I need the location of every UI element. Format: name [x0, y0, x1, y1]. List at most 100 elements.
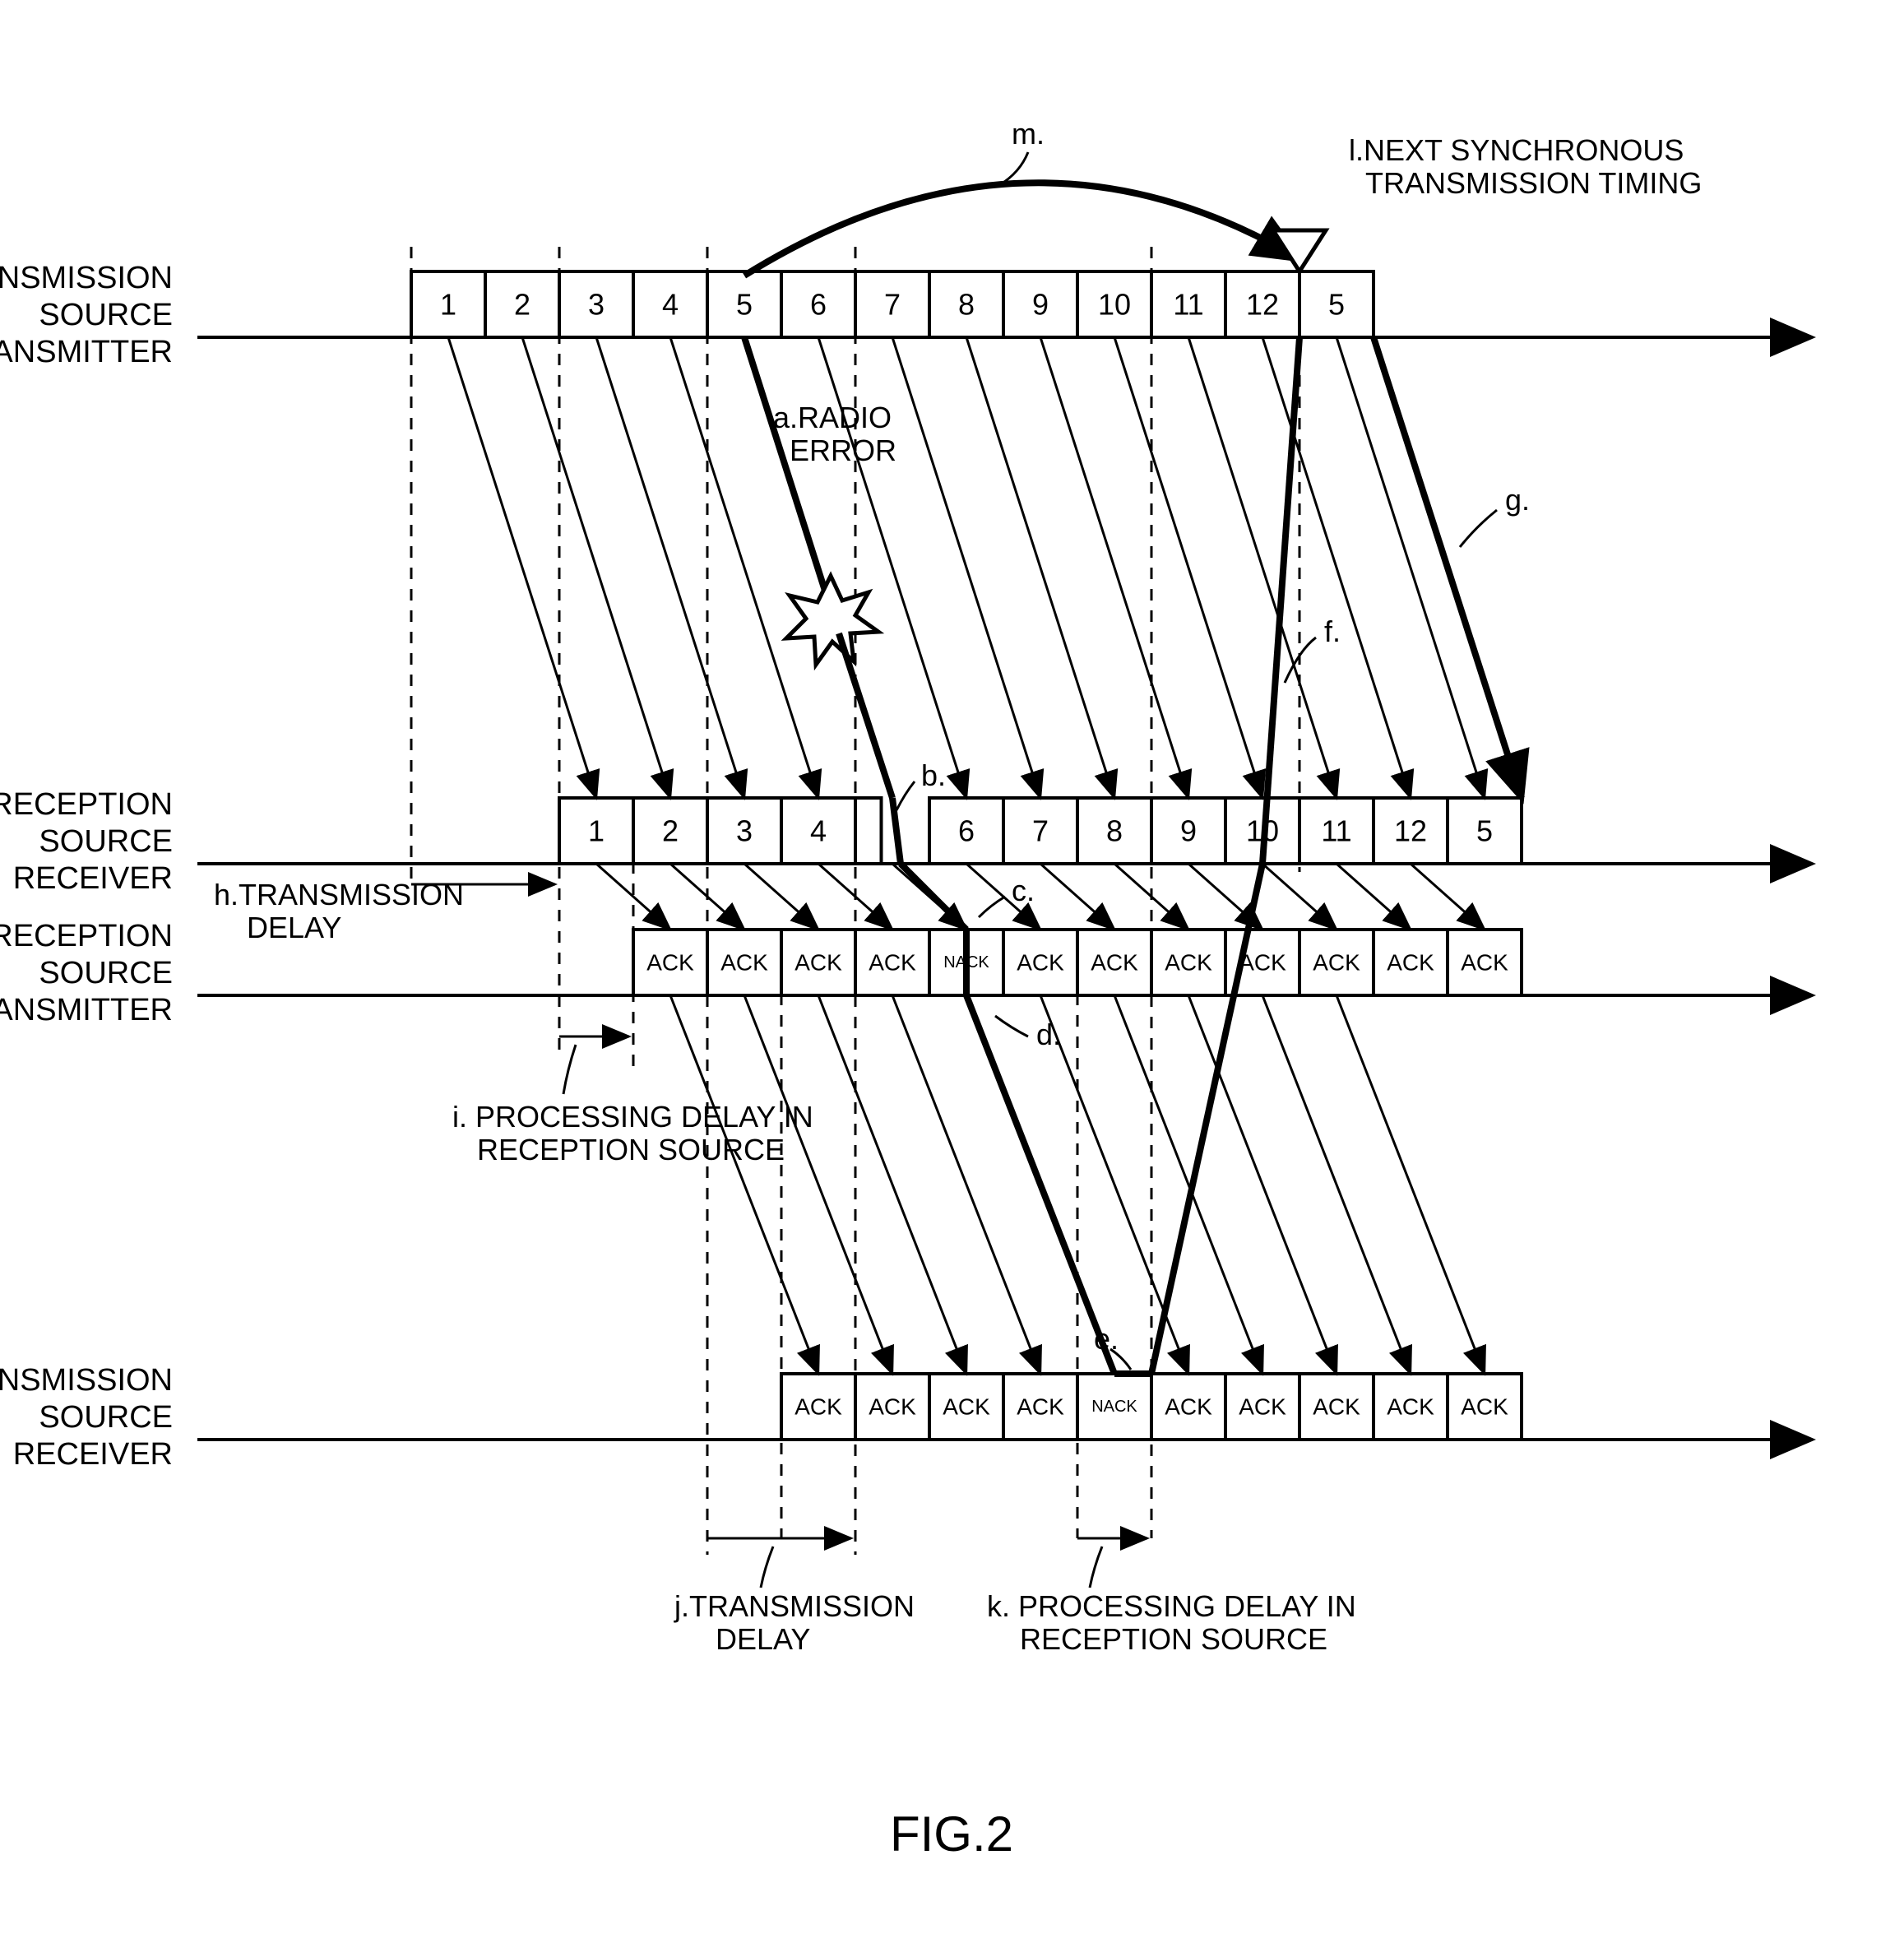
flow-arrow: [522, 337, 670, 798]
cell-text: ACK: [1165, 1394, 1212, 1420]
cell-text: 3: [588, 288, 605, 322]
cell-text: ACK: [794, 1394, 842, 1420]
cell-text: 7: [1032, 814, 1049, 848]
label-m: m.: [1012, 117, 1045, 151]
cell-text: ACK: [1165, 950, 1212, 976]
row2-label-1: RECEPTION: [0, 787, 173, 822]
cell-empty: [855, 798, 882, 864]
label-a-1: a.RADIO: [773, 401, 892, 434]
row4-label-3: RECEIVER: [13, 1437, 173, 1472]
flow-arrow: [744, 864, 818, 930]
cell-text: 8: [1106, 814, 1123, 848]
figure-page: TRANSMISSION SOURCE TRANSMITTER 12345678…: [0, 0, 1904, 1943]
label-h-2: DELAY: [247, 911, 341, 944]
row1-label-3: TRANSMITTER: [0, 335, 173, 369]
label-h-1: h.TRANSMISSION: [214, 878, 464, 911]
cell-text: 4: [810, 814, 827, 848]
flow-arrow: [1337, 337, 1485, 798]
cell-text: ACK: [794, 950, 842, 976]
row1-label-1: TRANSMISSION: [0, 261, 173, 295]
label-j-1: j.TRANSMISSION: [674, 1589, 915, 1623]
flow-arrow: [892, 337, 1040, 798]
cell-text: ACK: [943, 1394, 990, 1420]
flow-arrow: [1188, 337, 1337, 798]
flow-arrow: [1188, 995, 1337, 1374]
cell-text: 2: [514, 288, 530, 322]
cell-text: 5: [736, 288, 753, 322]
cell-text: ACK: [869, 950, 916, 976]
label-i-2: RECEPTION SOURCE: [477, 1133, 785, 1166]
flow-arrow: [1262, 995, 1411, 1374]
flow-arrow: [1262, 864, 1337, 930]
label-b: b.: [921, 758, 946, 792]
flow-arrow: [1114, 337, 1262, 798]
cell-text: 2: [662, 814, 679, 848]
cell-text: ACK: [869, 1394, 916, 1420]
cell-text: ACK: [1313, 950, 1360, 976]
row3-label-2: SOURCE: [39, 956, 173, 990]
cell-text: ACK: [1017, 950, 1064, 976]
row4-label-2: SOURCE: [39, 1400, 173, 1435]
cell-text: 8: [958, 288, 975, 322]
cell-text: 1: [440, 288, 456, 322]
row1-label-2: SOURCE: [39, 298, 173, 332]
label-f: f.: [1324, 614, 1341, 648]
diagram-svg: TRANSMISSION SOURCE TRANSMITTER 12345678…: [0, 0, 1904, 1943]
label-k-1: k. PROCESSING DELAY IN: [987, 1589, 1356, 1623]
flow-arrow: [448, 337, 596, 798]
cell-text: 6: [958, 814, 975, 848]
cell-text: ACK: [1239, 1394, 1286, 1420]
label-l-2: TRANSMISSION TIMING: [1365, 166, 1702, 200]
row3-label-1: RECEPTION: [0, 919, 173, 953]
cell-text: 12: [1246, 288, 1279, 322]
label-i-1: i. PROCESSING DELAY IN: [452, 1100, 813, 1134]
cell-text: 7: [884, 288, 901, 322]
cell-text: ACK: [646, 950, 694, 976]
cell-text: 6: [810, 288, 827, 322]
flow-arrow: [1040, 337, 1188, 798]
label-e: e.: [1094, 1322, 1119, 1356]
cell-text: 3: [736, 814, 753, 848]
flow-arrow: [670, 995, 818, 1374]
cell-text: ACK: [1091, 950, 1138, 976]
radio-error-star-icon: [786, 576, 878, 665]
label-j-2: DELAY: [716, 1622, 810, 1656]
row-tx-src-transmitter: TRANSMISSION SOURCE TRANSMITTER 12345678…: [0, 261, 1809, 369]
row-tx-src-receiver: TRANSMISSION SOURCE RECEIVER ACK ACK ACK AC…: [0, 1363, 1809, 1472]
arrows-r1-r2: [448, 337, 1485, 798]
cell-text: 10: [1098, 288, 1131, 322]
flow-arrow: [1114, 995, 1262, 1374]
cell-text: 11: [1321, 814, 1351, 848]
cell-text: ACK: [720, 950, 768, 976]
cell-text: 5: [1476, 814, 1493, 848]
cell-text: ACK: [1313, 1394, 1360, 1420]
cell-text: 11: [1173, 288, 1203, 322]
label-a-2: ERROR: [790, 434, 896, 467]
row2-label-3: RECEIVER: [13, 861, 173, 896]
row2-label-2: SOURCE: [39, 824, 173, 859]
cell-text: ACK: [1461, 950, 1508, 976]
flow-arrow: [1040, 864, 1114, 930]
row4-label-1: TRANSMISSION: [0, 1363, 173, 1398]
arc-m: [744, 183, 1299, 276]
flow-arrow: [1337, 995, 1485, 1374]
cell-text: 1: [588, 814, 605, 848]
label-l-1: l.NEXT SYNCHRONOUS: [1349, 133, 1684, 167]
cell-text: 12: [1394, 814, 1427, 848]
cell-text: ACK: [1387, 950, 1434, 976]
cell-text: ACK: [1387, 1394, 1434, 1420]
flow-arrow: [966, 337, 1114, 798]
label-c: c.: [1012, 874, 1035, 907]
label-k-2: RECEPTION SOURCE: [1020, 1622, 1327, 1656]
label-g: g.: [1505, 483, 1530, 517]
cell-text: 9: [1180, 814, 1197, 848]
cell-text: 5: [1328, 288, 1345, 322]
label-d: d.: [1036, 1018, 1061, 1051]
cell-text: 4: [662, 288, 679, 322]
cell-text: ACK: [1017, 1394, 1064, 1420]
flow-arrow: [744, 995, 892, 1374]
figure-caption: FIG.2: [890, 1806, 1013, 1862]
flow-arrow: [1337, 864, 1411, 930]
cell-text: NACK: [1091, 1398, 1137, 1416]
flow-arrow: [818, 995, 966, 1374]
